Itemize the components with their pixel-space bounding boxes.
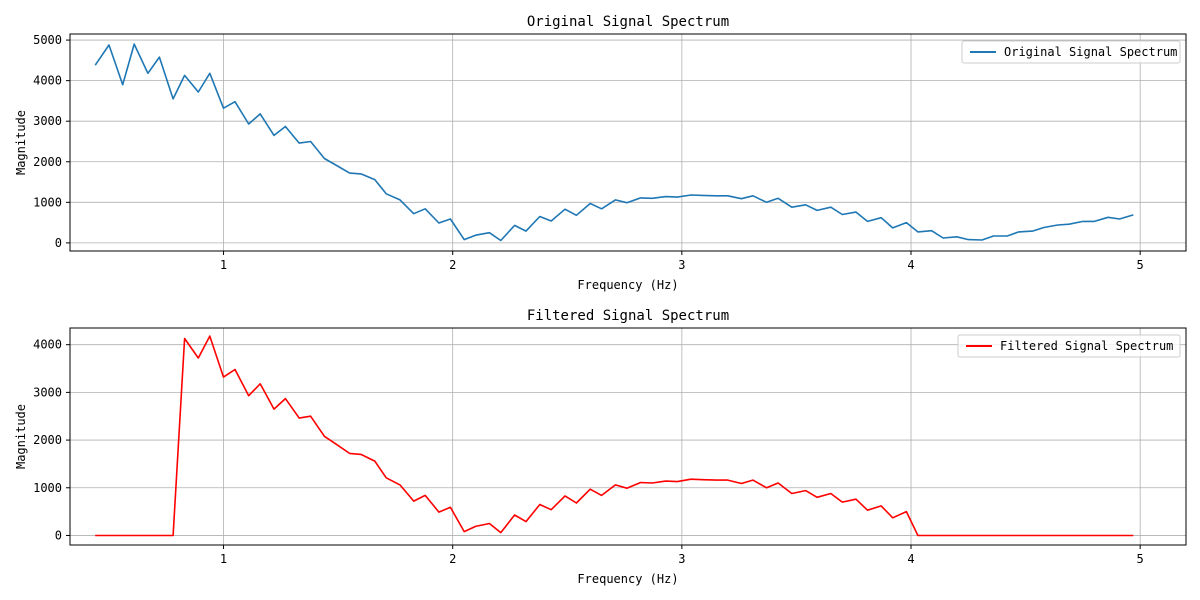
x-tick-label: 2 bbox=[449, 552, 456, 566]
y-tick-label: 3000 bbox=[33, 114, 62, 128]
x-tick-label: 5 bbox=[1137, 258, 1144, 272]
y-tick-label: 4000 bbox=[33, 74, 62, 88]
filtered-spectrum-panel: 1 2 3 4 5 0 1000 2000 3000 4000 Filtered Signal S… bbox=[14, 308, 1187, 586]
y-tick-label: 1000 bbox=[33, 481, 62, 495]
y-tick-label: 2000 bbox=[33, 155, 62, 169]
legend: Filtered Signal Spectrum bbox=[957, 334, 1181, 358]
x-axis-label: Frequency (Hz) bbox=[577, 572, 678, 586]
series-line bbox=[95, 335, 1134, 537]
plot-frame bbox=[69, 327, 1187, 546]
y-tick-label: 0 bbox=[55, 236, 62, 250]
chart-title: Original Signal Spectrum bbox=[527, 14, 729, 30]
x-tick-label: 5 bbox=[1137, 552, 1144, 566]
series-line bbox=[94, 43, 1134, 242]
x-tick-label: 3 bbox=[678, 552, 685, 566]
x-axis-label: Frequency (Hz) bbox=[577, 278, 678, 292]
chart-title: Filtered Signal Spectrum bbox=[527, 308, 729, 324]
x-tick-label: 2 bbox=[449, 258, 456, 272]
y-tick-label: 5000 bbox=[33, 33, 62, 47]
original-spectrum-panel: 1 2 3 4 5 0 1000 2000 3000 4000 5000 Original Sign… bbox=[14, 14, 1187, 292]
y-axis-label: Magnitude bbox=[14, 110, 28, 175]
x-tick-label: 1 bbox=[220, 258, 227, 272]
y-tick-label: 4000 bbox=[33, 338, 62, 352]
plot-frame bbox=[69, 33, 1187, 252]
y-axis-label: Magnitude bbox=[14, 404, 28, 469]
x-tick-label: 4 bbox=[907, 552, 914, 566]
legend-entry: Original Signal Spectrum bbox=[1004, 45, 1177, 59]
x-tick-label: 4 bbox=[907, 258, 914, 272]
x-tick-label: 1 bbox=[220, 552, 227, 566]
y-tick-label: 0 bbox=[55, 528, 62, 542]
legend-entry: Filtered Signal Spectrum bbox=[1000, 339, 1173, 353]
x-tick-label: 3 bbox=[678, 258, 685, 272]
legend: Original Signal Spectrum bbox=[961, 40, 1181, 64]
y-tick-label: 3000 bbox=[33, 385, 62, 399]
y-tick-label: 2000 bbox=[33, 433, 62, 447]
y-tick-label: 1000 bbox=[33, 195, 62, 209]
